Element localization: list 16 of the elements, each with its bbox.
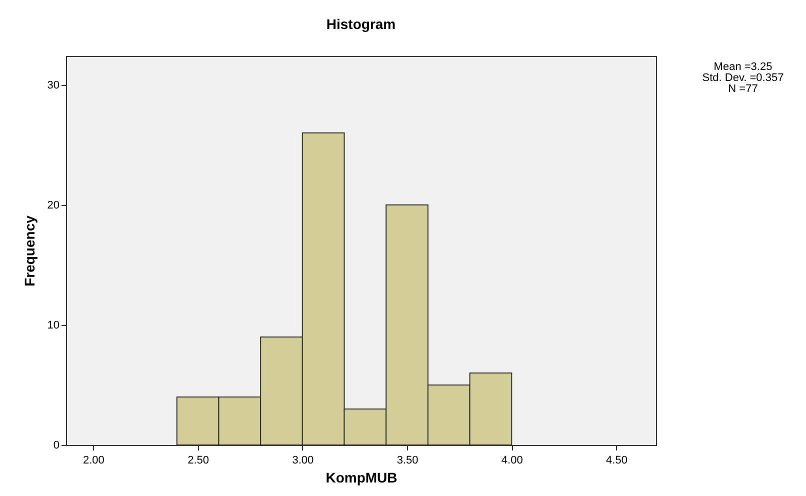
x-tick-label: 4.50	[606, 454, 628, 466]
y-tick-label: 10	[47, 319, 60, 332]
y-tick-label: 20	[47, 199, 60, 212]
text: Std. Dev. =0.357	[701, 72, 785, 84]
x-tick-label: 3.50	[396, 454, 418, 466]
x-tick-label: 4.00	[501, 454, 523, 466]
text: Mean =3.25	[712, 61, 774, 73]
x-tick-label: 2.50	[188, 454, 210, 466]
y-axis-title: Frequency	[21, 215, 38, 286]
y-tick-label: 0	[53, 440, 60, 452]
x-axis-title: KompMUB	[326, 470, 398, 486]
x-tick-label: 3.00	[292, 454, 314, 466]
text: N =77	[727, 83, 759, 95]
chart-title: Histogram	[326, 16, 396, 32]
x-tick-label: 2.00	[82, 454, 104, 466]
y-tick-label: 30	[47, 79, 60, 92]
